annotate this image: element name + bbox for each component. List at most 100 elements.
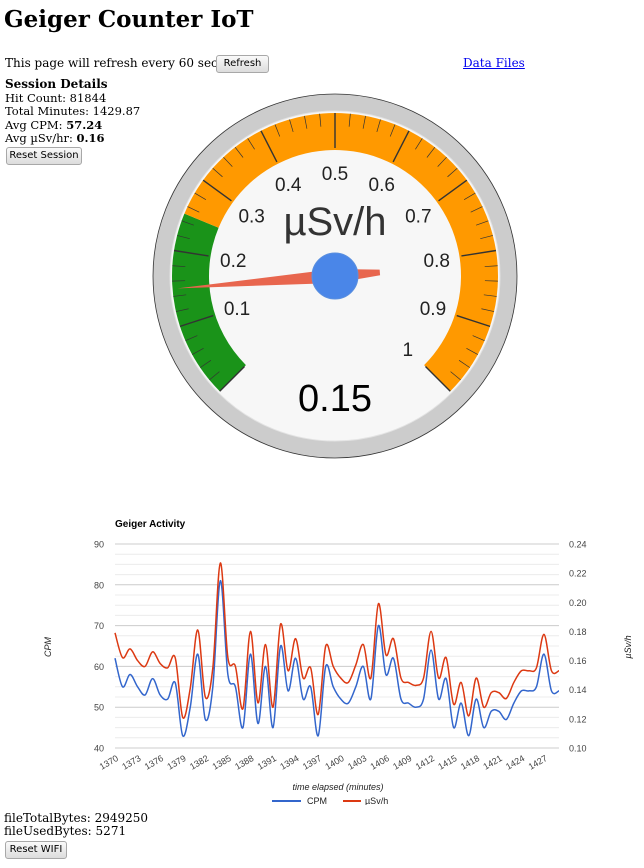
chart-title: Geiger Activity (115, 519, 186, 530)
file-total-bytes-row: fileTotalBytes: 2949250 (4, 812, 148, 825)
x-axis-tick-label: 1427 (527, 753, 549, 772)
gauge-tick (447, 167, 458, 178)
chart-x-axis-ticks: 1370 1373 1376 1379 1382 1385 1388 1391 1394 1397… (98, 753, 549, 772)
right-axis-tick-label: 0.12 (569, 714, 587, 724)
avg-usv-row: Avg µSv/hr: 0.16 (5, 131, 140, 146)
right-axis-tick-label: 0.22 (569, 569, 587, 579)
data-files-link[interactable]: Data Files (463, 56, 525, 70)
x-axis-tick-label: 1412 (414, 753, 436, 772)
avg-cpm-value: 57.24 (66, 117, 103, 132)
right-axis-tick-label: 0.10 (569, 744, 587, 754)
x-axis-tick-label: 1406 (369, 753, 391, 772)
chart-series (114, 562, 560, 738)
gauge-tick (173, 249, 209, 257)
x-axis-tick-label: 1415 (436, 753, 458, 772)
chart-left-axis-ticks: 40 50 60 70 80 90 (94, 540, 104, 754)
gauge-tick (191, 347, 204, 355)
file-used-bytes-row: fileUsedBytes: 5271 (4, 825, 148, 838)
chart-left-axis-label: CPM (43, 636, 53, 657)
gauge-tick (415, 138, 423, 150)
avg-cpm-label: Avg CPM: (5, 117, 67, 132)
gauge-tick (392, 130, 410, 163)
gauge-value: 0.15 (298, 378, 372, 420)
x-axis-tick-label: 1409 (391, 753, 413, 772)
gauge-tick-labels: 0.1 0.2 0.3 0.4 0.5 0.6 0.7 0.8 0.9 1 (220, 164, 450, 361)
right-axis-tick-label: 0.24 (569, 540, 587, 550)
gauge-tick (476, 220, 489, 226)
gauge-tick (260, 130, 278, 163)
gauge-tick-label: 0.3 (238, 206, 264, 227)
gauge-tick (463, 192, 476, 200)
right-axis-tick-label: 0.18 (569, 627, 587, 637)
x-axis-tick-label: 1370 (98, 753, 120, 772)
left-axis-tick-label: 40 (94, 744, 104, 754)
gauge-tick-label: 0.4 (275, 175, 302, 196)
reset-session-button[interactable]: Reset Session (6, 147, 82, 165)
hit-count-label: Hit Count: (5, 90, 70, 105)
x-axis-tick-label: 1418 (459, 753, 481, 772)
hit-count-row: Hit Count: 81844 (5, 90, 140, 106)
gauge-hub (311, 252, 359, 300)
gauge-tick (175, 308, 189, 312)
gauge-tick (172, 265, 186, 267)
refresh-notice: This page will refresh every 60 seconds (5, 56, 247, 70)
gauge-tick (450, 371, 461, 381)
total-minutes-value: 1429.87 (92, 104, 141, 118)
gauge-tick (458, 360, 471, 368)
gauge-tick (173, 294, 187, 297)
file-stats: fileTotalBytes: 2949250 fileUsedBytes: 5… (4, 812, 148, 838)
reset-wifi-button[interactable]: Reset WIFI (5, 841, 67, 859)
file-used-bytes-label: fileUsedBytes: (4, 824, 96, 838)
gauge-tick (289, 119, 294, 133)
gauge-tick (199, 360, 212, 368)
gauge-tick (437, 156, 447, 167)
gauge-tick-label: 0.2 (220, 251, 246, 272)
chart-legend: CPM µSv/h (272, 796, 388, 805)
gauge-green-band (172, 213, 246, 392)
chart-right-axis-ticks: 0.10 0.12 0.14 0.16 0.18 0.20 0.22 0.24 (569, 540, 587, 754)
gauge-tick (234, 146, 244, 158)
gauge-tick (426, 146, 436, 158)
gauge-tick (179, 314, 214, 328)
x-axis-tick-label: 1382 (188, 753, 210, 772)
gauge-tick (348, 113, 351, 127)
gauge-tick (319, 113, 322, 127)
file-used-bytes-value: 5271 (95, 824, 127, 838)
gauge-tick-label: 0.1 (224, 299, 250, 320)
gauge-tick-label: 1 (403, 340, 414, 361)
chart-right-axis-label: µSv/h (623, 635, 633, 658)
gauge-tick (209, 371, 220, 381)
left-axis-tick-label: 90 (94, 540, 104, 550)
x-axis-tick-label: 1421 (481, 753, 503, 772)
gauge-tick (177, 235, 190, 240)
avg-usv-label: Avg µSv/hr: (5, 131, 77, 145)
session-details: Session Details Hit Count: 81844 Total M… (5, 77, 141, 146)
gauge-tick (247, 138, 255, 150)
total-minutes-label: Total Minutes: (5, 104, 93, 118)
usv-series-line (114, 562, 560, 719)
gauge-tick (484, 265, 498, 267)
right-axis-tick-label: 0.14 (569, 685, 587, 695)
gauge-tick-label: 0.6 (369, 175, 395, 196)
x-axis-tick-label: 1385 (211, 753, 233, 772)
dose-gauge: 0.1 0.2 0.3 0.4 0.5 0.6 0.7 0.8 0.9 1 µSv/h 0.15 (152, 93, 518, 459)
gauge-tick-label: 0.9 (420, 299, 446, 320)
legend-label-usv: µSv/h (365, 796, 388, 805)
x-axis-tick-label: 1394 (278, 753, 300, 772)
gauge-tick (362, 115, 366, 129)
left-axis-tick-label: 70 (94, 621, 104, 631)
gauge-tick (389, 124, 396, 137)
gauge-tick (187, 206, 200, 213)
gauge-tick (483, 294, 497, 297)
gauge-tick (212, 167, 223, 178)
gauge-tick (185, 335, 198, 342)
avg-cpm-row: Avg CPM: 57.24 (5, 117, 140, 133)
gauge-tick (304, 115, 308, 129)
gauge-tick (202, 179, 232, 202)
x-axis-tick-label: 1376 (143, 753, 165, 772)
refresh-button[interactable]: Refresh (216, 55, 269, 73)
x-axis-tick-label: 1397 (301, 753, 323, 772)
gauge-tick (219, 366, 245, 392)
gauge-tick (425, 366, 451, 392)
total-minutes-row: Total Minutes: 1429.87 (5, 104, 141, 119)
